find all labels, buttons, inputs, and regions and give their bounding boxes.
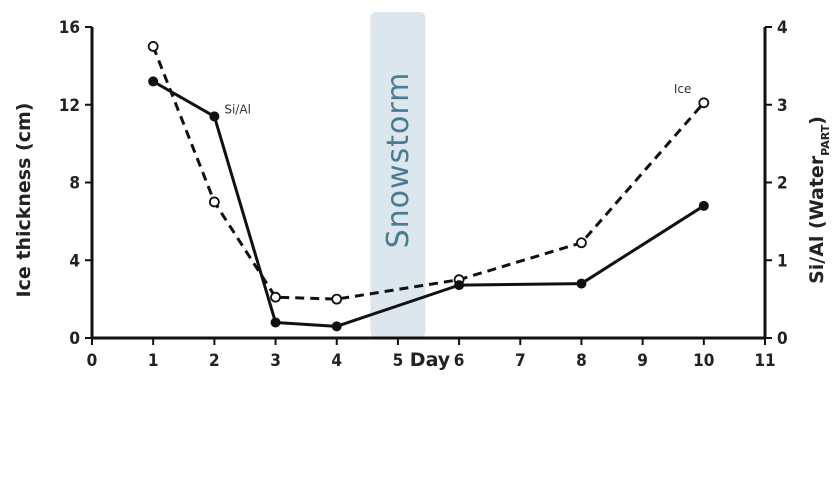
y-tick-label: 4 [69,251,80,271]
point-si-al [576,278,587,289]
x-tick-label: 4 [331,351,342,371]
y2-axis-title-main: Si/Al (Water [806,155,828,284]
point-si-al [148,76,159,87]
x-tick-label: 2 [209,351,220,371]
x-tick-label: 6 [454,351,465,371]
point-ice [270,291,281,303]
x-tick-label: 5 [393,351,404,371]
x-tick-label: 1 [148,351,159,371]
y-tick-label: 0 [69,329,80,349]
y2-tick-label: 1 [777,251,788,271]
x-tick-label: 0 [87,351,98,371]
y-axis-title: Ice thickness (cm) [13,103,35,298]
x-tick-label: 10 [693,351,714,371]
snowstorm-band [370,12,426,338]
series-label-ice: Ice [674,82,692,96]
point-ice [576,237,587,249]
y2-tick-label: 0 [777,329,788,349]
y2-tick-label: 2 [777,174,788,194]
y2-axis-title: Si/Al (WaterPART) [806,116,832,284]
point-ice [208,196,220,208]
y-tick-label: 12 [59,96,80,116]
series-line-ice [151,45,705,301]
y-tick-label: 8 [69,174,80,194]
series-line-si-al [152,80,705,328]
x-tick-label: 8 [576,351,587,371]
point-si-al [454,280,465,291]
x-tick-label: 11 [754,351,775,371]
x-tick-label: 9 [637,351,648,371]
y2-tick-label: 3 [777,96,788,116]
y2-axis-title-close: ) [806,116,828,125]
y-tick-label: 16 [59,18,80,38]
point-si-al [331,321,342,332]
series-label-si-al: Si/Al [224,102,251,116]
x-tick-label: 3 [270,351,281,371]
snowstorm-label: Snowstorm [381,72,416,249]
point-si-al [270,317,281,328]
point-si-al [698,200,709,211]
x-tick-label: 7 [515,351,526,371]
x-axis-title: Day [410,349,451,371]
series: Ice Si/Al [147,41,710,332]
y2-axis-title-sub: PART [819,124,832,156]
point-si-al [209,111,220,122]
point-ice [331,293,343,305]
point-ice [698,97,710,109]
y2-tick-label: 4 [777,18,788,38]
point-ice [147,41,159,52]
axes [90,27,767,340]
